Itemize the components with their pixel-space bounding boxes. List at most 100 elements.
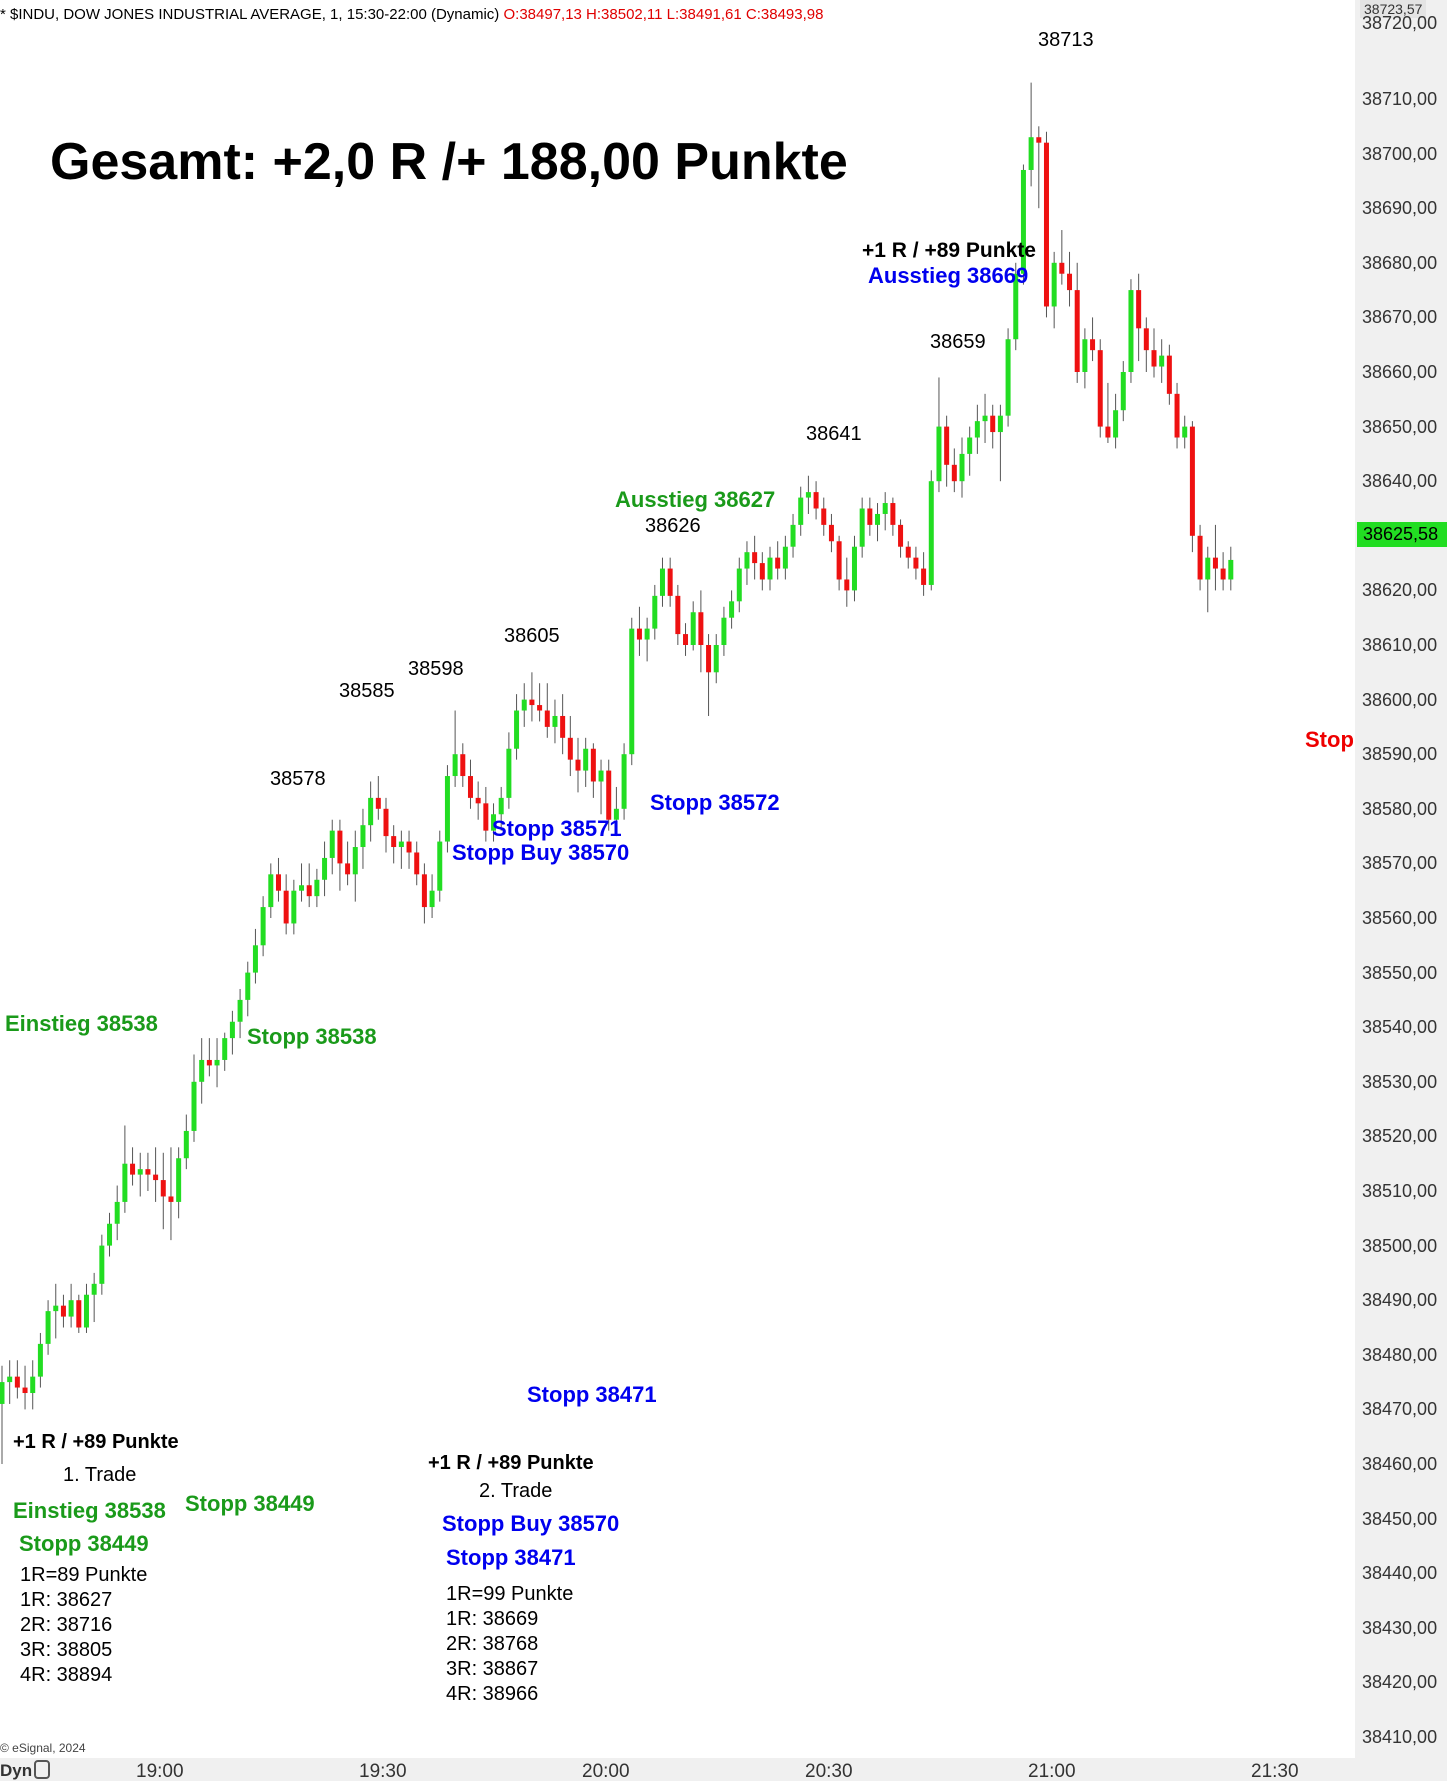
candle-body <box>706 645 712 673</box>
y-tick-label: 38530,00 <box>1362 1071 1438 1092</box>
y-tick-label: 38570,00 <box>1362 853 1438 874</box>
candle-body <box>137 1169 143 1175</box>
candle-body <box>974 421 980 438</box>
y-tick-label: 38670,00 <box>1362 307 1438 328</box>
x-tick-label: 20:30 <box>805 1761 853 1782</box>
candle-body <box>237 999 243 1022</box>
candle-body <box>867 508 873 525</box>
x-tick-label: 20:00 <box>582 1761 630 1782</box>
trade1-line: 1R=89 Punkte <box>20 1564 148 1586</box>
x-tick-label: 21:00 <box>1028 1761 1076 1782</box>
candle-body <box>391 836 397 848</box>
candle-body <box>306 885 312 897</box>
candle-body <box>483 803 489 831</box>
candle-body <box>245 972 251 1000</box>
candle-body <box>1067 273 1073 291</box>
candle-body <box>322 857 328 880</box>
candle-body <box>183 1130 189 1159</box>
candle-body <box>590 748 596 782</box>
candle-body <box>91 1283 97 1295</box>
candle-body <box>375 797 381 809</box>
candle-body <box>7 1376 13 1383</box>
candle-body <box>229 1021 235 1039</box>
candle-body <box>997 415 1003 433</box>
peak-label: 38578 <box>270 768 326 790</box>
candle-body <box>775 557 781 569</box>
candle-body <box>160 1180 166 1197</box>
chart-title: * $INDU, DOW JONES INDUSTRIAL AVERAGE, 1… <box>0 6 500 23</box>
peak-label: 38605 <box>504 625 560 647</box>
trade1-stopp-right: Stopp 38449 <box>185 1491 315 1516</box>
y-tick-label: 38710,00 <box>1362 89 1438 109</box>
candle-body <box>1113 410 1119 438</box>
candle-body <box>683 634 689 645</box>
y-tick-label: 38540,00 <box>1362 1017 1438 1038</box>
candle-body <box>659 568 665 596</box>
peak-label: 38713 <box>1038 29 1094 51</box>
candle-body <box>859 508 865 547</box>
y-tick-label: 38480,00 <box>1362 1344 1438 1365</box>
y-tick-label: 38640,00 <box>1362 471 1438 492</box>
candle-body <box>406 841 412 853</box>
candle-body <box>1005 339 1011 416</box>
stopp-38571-label: Stopp 38571 <box>492 816 622 841</box>
candle-body <box>429 890 435 908</box>
trade2-result: +1 R / +89 Punkte <box>428 1452 594 1474</box>
candle-body <box>1197 535 1203 580</box>
candle-body <box>990 415 996 433</box>
y-tick-label: 38590,00 <box>1362 744 1438 765</box>
candle-body <box>199 1059 205 1082</box>
candle-body <box>836 541 842 580</box>
candle-body <box>767 557 773 580</box>
y-tick-label: 38620,00 <box>1362 580 1438 601</box>
stopp-38538-label: Stopp 38538 <box>247 1024 377 1049</box>
stop-red-label: Stop <box>1305 727 1354 752</box>
candle-body <box>1189 426 1195 536</box>
lock-icon[interactable] <box>34 1760 50 1779</box>
candle-body <box>921 568 927 585</box>
candle-body <box>821 508 827 525</box>
candle-body <box>752 552 758 564</box>
candle-body <box>498 797 504 815</box>
trade2-line: 1R=99 Punkte <box>446 1583 574 1605</box>
candle-body <box>552 715 558 727</box>
candle-body <box>1036 137 1042 143</box>
candle-body <box>913 557 919 569</box>
candle-body <box>475 797 481 804</box>
candle-body <box>153 1174 159 1181</box>
candle-body <box>514 710 520 749</box>
y-tick-label: 38500,00 <box>1362 1235 1438 1256</box>
candle-body <box>598 770 604 782</box>
trade1-line: 2R: 38716 <box>20 1614 113 1636</box>
trade2-stopp: Stopp 38471 <box>446 1545 576 1570</box>
candle-body <box>45 1311 51 1344</box>
x-tick-label: 19:00 <box>136 1761 184 1782</box>
candle-body <box>130 1163 136 1175</box>
candle-body <box>951 464 957 482</box>
candle-body <box>1128 290 1134 372</box>
candle-body <box>537 705 543 711</box>
candle-body <box>352 847 358 875</box>
candle-body <box>83 1294 89 1328</box>
trade2-line: 4R: 38966 <box>446 1683 539 1705</box>
y-tick-label: 38660,00 <box>1362 362 1438 382</box>
candle-body <box>652 595 658 629</box>
candle-body <box>268 874 274 908</box>
candle-body <box>759 563 765 580</box>
stopp-38471-label: Stopp 38471 <box>527 1382 657 1407</box>
candle-body <box>191 1081 197 1131</box>
chart-header: * $INDU, DOW JONES INDUSTRIAL AVERAGE, 1… <box>0 7 823 22</box>
candle-body <box>629 628 635 755</box>
candle-body <box>368 797 374 826</box>
candle-body <box>844 579 850 591</box>
y-tick-label: 38440,00 <box>1362 1563 1438 1584</box>
summary-title: Gesamt: +2,0 R /+ 188,00 Punkte <box>50 133 848 191</box>
candle-body <box>275 874 281 891</box>
candle-body <box>76 1300 82 1328</box>
candle-body <box>813 492 819 509</box>
candles-group <box>0 82 1234 1464</box>
x-tick-label: 21:30 <box>1251 1761 1299 1782</box>
y-tick-label: 38550,00 <box>1362 962 1438 983</box>
trade2-line: 1R: 38669 <box>446 1608 539 1630</box>
